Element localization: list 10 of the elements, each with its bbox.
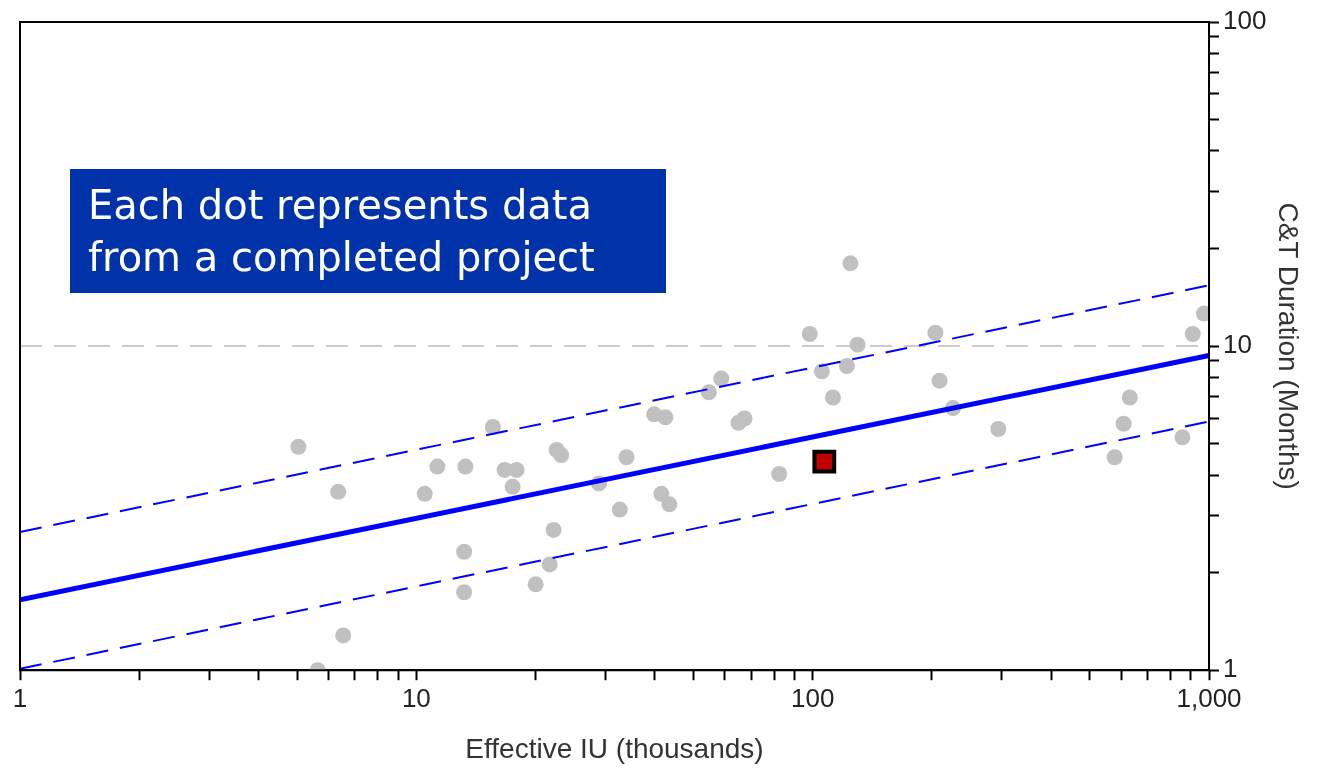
x-tick-label: 100 xyxy=(790,682,835,713)
x-tick-label: 1 xyxy=(12,682,28,713)
y-axis-title: C&T Duration (Months) xyxy=(1273,202,1305,490)
x-tick-label: 1,000 xyxy=(1176,682,1242,713)
y-tick-label: 10 xyxy=(1223,329,1252,360)
annotation: Each dot represents data from a completed project xyxy=(70,169,666,293)
x-tick-label: 10 xyxy=(401,682,431,713)
x-axis-title: Effective IU (thousands) xyxy=(465,732,764,764)
y-tick-label: 100 xyxy=(1223,5,1267,36)
y-tick-label: 1 xyxy=(1223,653,1238,684)
